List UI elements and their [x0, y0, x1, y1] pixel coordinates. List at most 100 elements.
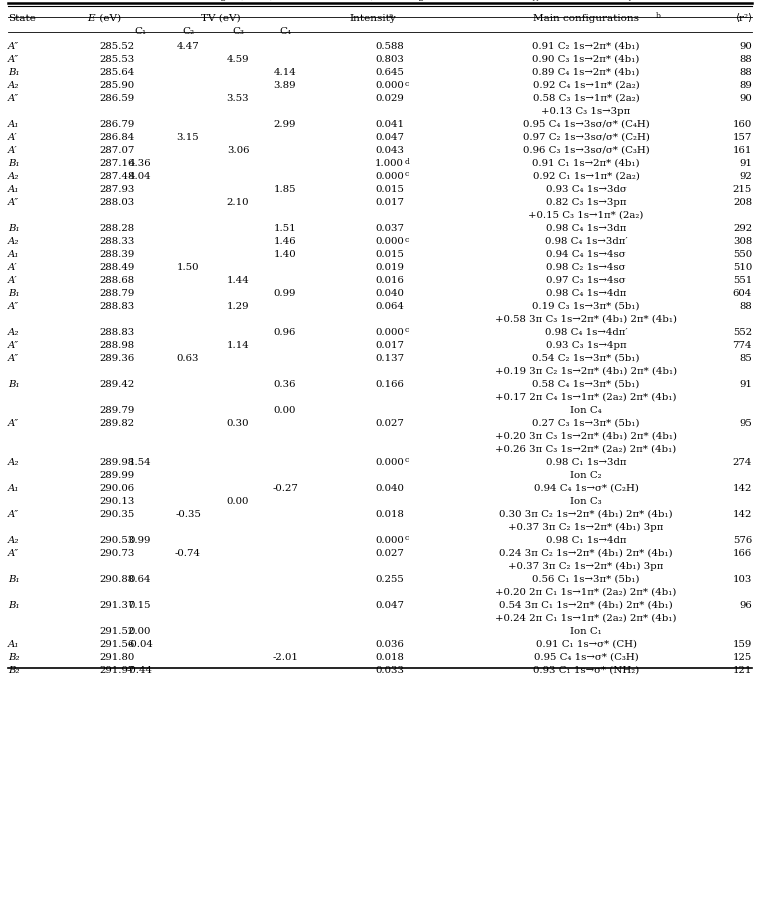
Text: A″: A″ [8, 419, 19, 428]
Text: 552: 552 [733, 328, 752, 337]
Text: +0.37 3π C₂ 1s→2π* (4b₁) 3pπ: +0.37 3π C₂ 1s→2π* (4b₁) 3pπ [508, 562, 663, 571]
Text: 0.98 C₄ 1s→4dπ: 0.98 C₄ 1s→4dπ [546, 289, 626, 298]
Text: c: c [404, 171, 409, 178]
Text: B₂: B₂ [8, 653, 20, 662]
Text: 290.88: 290.88 [100, 575, 135, 584]
Text: 288.83: 288.83 [100, 302, 135, 311]
Text: 0.040: 0.040 [375, 484, 404, 493]
Text: 91: 91 [739, 159, 752, 168]
Text: 0.93 C₁ 1s→σ* (NH₂): 0.93 C₁ 1s→σ* (NH₂) [533, 666, 639, 675]
Text: -2.01: -2.01 [272, 653, 298, 662]
Text: 0.30: 0.30 [226, 419, 249, 428]
Text: A″: A″ [8, 341, 19, 350]
Text: 287.16: 287.16 [100, 159, 135, 168]
Text: 88: 88 [739, 55, 752, 64]
Text: 0.99: 0.99 [274, 289, 296, 298]
Text: 288.68: 288.68 [100, 276, 135, 285]
Text: B₁: B₁ [8, 289, 20, 298]
Text: 0.043: 0.043 [375, 146, 404, 155]
Text: 0.047: 0.047 [375, 133, 404, 142]
Text: 142: 142 [733, 510, 752, 519]
Text: 0.96: 0.96 [274, 328, 296, 337]
Text: 125: 125 [733, 653, 752, 662]
Text: C₂: C₂ [182, 27, 194, 36]
Text: 0.15: 0.15 [128, 601, 151, 610]
Text: 604: 604 [733, 289, 752, 298]
Text: 0.017: 0.017 [375, 198, 404, 207]
Text: 92: 92 [739, 172, 752, 181]
Text: A₂: A₂ [8, 458, 19, 467]
Text: A″: A″ [8, 354, 19, 363]
Text: 0.95 C₄ 1s→3sσ/σ* (C₄H): 0.95 C₄ 1s→3sσ/σ* (C₄H) [523, 120, 649, 129]
Text: 157: 157 [733, 133, 752, 142]
Text: 0.00: 0.00 [226, 497, 249, 506]
Text: 291.37: 291.37 [100, 601, 135, 610]
Text: +0.13 C₃ 1s→3pπ: +0.13 C₃ 1s→3pπ [541, 107, 631, 116]
Text: A₁: A₁ [8, 185, 19, 194]
Text: 551: 551 [733, 276, 752, 285]
Text: 90: 90 [739, 42, 752, 51]
Text: B₁: B₁ [8, 159, 20, 168]
Text: 0.00: 0.00 [128, 627, 151, 636]
Text: 0.91 C₂ 1s→2π* (4b₁): 0.91 C₂ 1s→2π* (4b₁) [532, 42, 640, 51]
Text: 0.58 C₄ 1s→3π* (5b₁): 0.58 C₄ 1s→3π* (5b₁) [532, 380, 640, 389]
Text: B₁: B₁ [8, 224, 20, 233]
Text: 0.645: 0.645 [375, 68, 404, 77]
Text: 1.44: 1.44 [226, 276, 249, 285]
Text: 0.56 C₁ 1s→3π* (5b₁): 0.56 C₁ 1s→3π* (5b₁) [532, 575, 640, 584]
Text: 0.98 C₁ 1s→4dπ: 0.98 C₁ 1s→4dπ [546, 536, 626, 545]
Text: c: c [404, 236, 409, 244]
Text: 288.39: 288.39 [100, 250, 135, 259]
Text: 0.27 C₃ 1s→3π* (5b₁): 0.27 C₃ 1s→3π* (5b₁) [532, 419, 640, 428]
Text: 0.000: 0.000 [375, 458, 404, 467]
Text: 0.98 C₄ 1s→4dπ′: 0.98 C₄ 1s→4dπ′ [545, 328, 627, 337]
Text: 4.14: 4.14 [274, 68, 296, 77]
Text: 0.58 C₃ 1s→1π* (2a₂): 0.58 C₃ 1s→1π* (2a₂) [533, 94, 639, 103]
Text: 1.29: 1.29 [226, 302, 249, 311]
Text: b: b [656, 12, 661, 20]
Text: 88: 88 [739, 302, 752, 311]
Text: 288.33: 288.33 [100, 237, 135, 246]
Text: 291.80: 291.80 [100, 653, 135, 662]
Text: c: c [404, 79, 409, 88]
Text: 159: 159 [733, 640, 752, 649]
Text: -0.74: -0.74 [175, 549, 201, 558]
Text: d: d [404, 157, 410, 165]
Text: 510: 510 [733, 263, 752, 272]
Text: 0.000: 0.000 [375, 328, 404, 337]
Text: 0.96 C₃ 1s→3sσ/σ* (C₃H): 0.96 C₃ 1s→3sσ/σ* (C₃H) [523, 146, 649, 155]
Text: 0.63: 0.63 [177, 354, 199, 363]
Text: 4.47: 4.47 [176, 42, 199, 51]
Text: 0.93 C₄ 1s→3dσ: 0.93 C₄ 1s→3dσ [546, 185, 626, 194]
Text: +0.19 3π C₂ 1s→2π* (4b₁) 2π* (4b₁): +0.19 3π C₂ 1s→2π* (4b₁) 2π* (4b₁) [495, 367, 677, 376]
Text: 0.588: 0.588 [375, 42, 404, 51]
Text: 3.53: 3.53 [226, 94, 249, 103]
Text: 287.07: 287.07 [100, 146, 135, 155]
Text: 0.019: 0.019 [375, 263, 404, 272]
Text: 291.52: 291.52 [100, 627, 135, 636]
Text: 274: 274 [733, 458, 752, 467]
Text: 289.42: 289.42 [100, 380, 135, 389]
Text: +0.26 3π C₃ 1s→2π* (2a₂) 2π* (4b₁): +0.26 3π C₃ 1s→2π* (2a₂) 2π* (4b₁) [496, 445, 676, 454]
Text: 285.53: 285.53 [100, 55, 135, 64]
Text: 0.92 C₁ 1s→1π* (2a₂): 0.92 C₁ 1s→1π* (2a₂) [533, 172, 639, 181]
Text: 0.82 C₃ 1s→3pπ: 0.82 C₃ 1s→3pπ [546, 198, 626, 207]
Text: 289.79: 289.79 [100, 406, 135, 415]
Text: 0.64: 0.64 [128, 575, 151, 584]
Text: 292: 292 [733, 224, 752, 233]
Text: 0.803: 0.803 [375, 55, 404, 64]
Text: +0.17 2π C₄ 1s→1π* (2a₂) 2π* (4b₁): +0.17 2π C₄ 1s→1π* (2a₂) 2π* (4b₁) [496, 393, 676, 402]
Text: 0.027: 0.027 [375, 419, 404, 428]
Text: 3.89: 3.89 [274, 81, 296, 90]
Text: B₁: B₁ [8, 575, 20, 584]
Text: 288.83: 288.83 [100, 328, 135, 337]
Text: A′: A′ [8, 263, 17, 272]
Text: 0.000: 0.000 [375, 172, 404, 181]
Text: 308: 308 [733, 237, 752, 246]
Text: 4.36: 4.36 [128, 159, 151, 168]
Text: 0.040: 0.040 [375, 289, 404, 298]
Text: 96: 96 [739, 601, 752, 610]
Text: 166: 166 [733, 549, 752, 558]
Text: State: State [8, 14, 36, 23]
Text: 0.98 C₄ 1s→3dπ′: 0.98 C₄ 1s→3dπ′ [545, 237, 627, 246]
